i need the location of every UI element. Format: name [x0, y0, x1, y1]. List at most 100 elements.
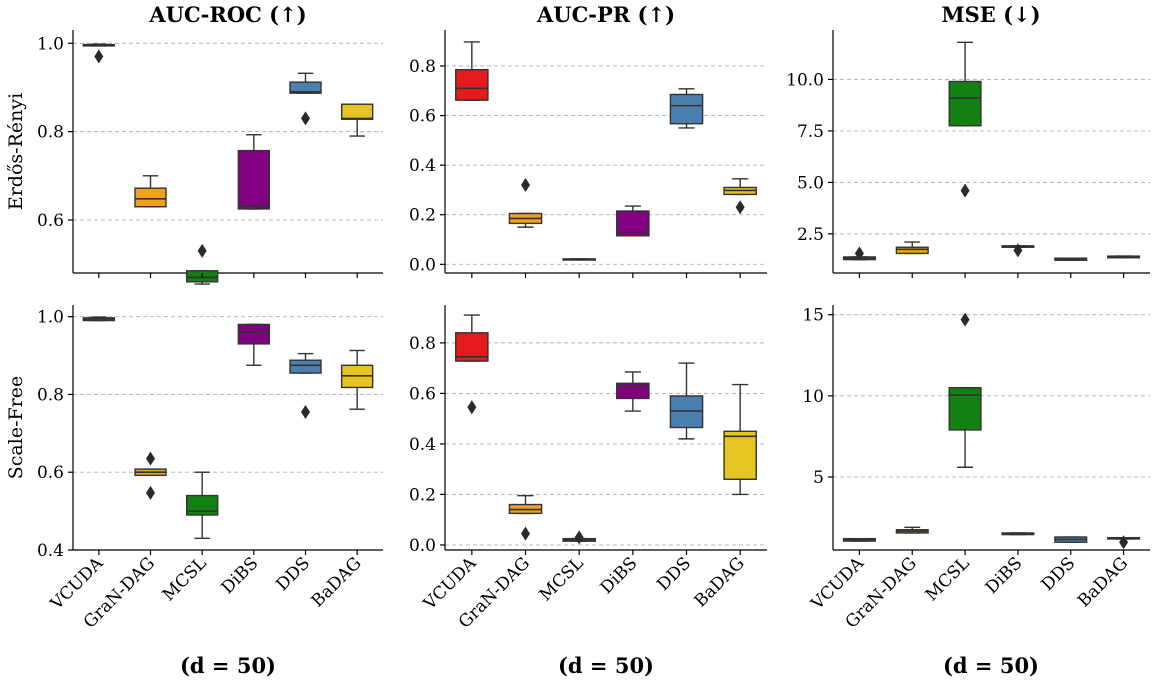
- x-tick-label: DiBS: [597, 553, 642, 598]
- y-tick-label: 15: [802, 306, 824, 326]
- column-footer: (d = 50): [558, 653, 654, 678]
- column-footer: (d = 50): [943, 653, 1039, 678]
- box-dibs: [237, 323, 271, 366]
- box-dibs: [616, 371, 650, 412]
- y-tick-label: 0.0: [409, 536, 436, 556]
- y-tick-label: 0.6: [37, 463, 64, 483]
- panel-er-aucroc: 0.6 0.8 1.0 AUC-ROC (↑) Erdős-Rényi: [5, 2, 383, 285]
- box-vcuda: [82, 316, 116, 322]
- column-footer: (d = 50): [180, 653, 276, 678]
- box-body: [723, 430, 757, 480]
- box-mcsl: [185, 243, 219, 285]
- box-gran-dag: [508, 494, 543, 541]
- panel-er-aucpr: 0.0 0.2 0.4 0.6 0.8 AUC-PR (↑): [409, 2, 767, 278]
- y-tick-label: 7.5: [797, 122, 824, 142]
- box-vcuda: [842, 537, 876, 542]
- box-mcsl: [948, 312, 982, 468]
- flier-point: [301, 404, 310, 419]
- column-title: MSE (↓): [941, 2, 1040, 27]
- y-tick-label: 10.0: [786, 70, 824, 90]
- box-body: [289, 359, 322, 374]
- flier-point: [467, 400, 477, 415]
- column-title: AUC-PR (↑): [536, 2, 675, 27]
- y-tick-label: 0.6: [37, 211, 64, 231]
- box-vcuda: [455, 314, 489, 415]
- y-tick-label: 5.0: [797, 173, 824, 193]
- box-dds: [1054, 257, 1088, 261]
- flier-point: [521, 526, 530, 541]
- box-mcsl: [185, 471, 219, 540]
- box-dibs: [237, 134, 271, 210]
- box-dds: [289, 352, 322, 419]
- box-body: [289, 81, 322, 94]
- box-vcuda: [455, 41, 489, 101]
- flier-point: [146, 485, 155, 500]
- box-body: [340, 103, 374, 120]
- box-body: [948, 80, 982, 127]
- box-body: [895, 246, 929, 255]
- y-tick-label: 0.6: [409, 384, 436, 404]
- flier-point: [94, 49, 104, 64]
- x-tick-label: MCSL: [922, 553, 974, 605]
- box-gran-dag: [895, 526, 929, 534]
- box-body: [134, 187, 167, 208]
- x-tick-label: DDS: [272, 553, 314, 595]
- x-tick-label: MCSL: [159, 553, 211, 605]
- y-tick-label: 0.2: [409, 206, 436, 226]
- y-tick-label: 0.6: [409, 107, 436, 127]
- x-tick-label: DDS: [1038, 553, 1080, 595]
- x-tick-label: BaDAG: [308, 553, 366, 611]
- x-tick-label: DiBS: [218, 553, 263, 598]
- box-body: [948, 387, 982, 431]
- box-dds: [289, 72, 322, 126]
- box-mcsl: [562, 258, 596, 261]
- x-tick-label: DDS: [653, 553, 695, 595]
- box-body: [237, 149, 271, 210]
- x-tick-label: BaDAG: [1074, 553, 1132, 611]
- row-label: Erdős-Rényi: [5, 93, 27, 210]
- y-tick-label: 0.8: [409, 334, 436, 354]
- y-tick-label: 0.8: [409, 57, 436, 77]
- box-dds: [669, 362, 704, 440]
- box-gran-dag: [508, 177, 543, 228]
- y-tick-label: 10: [802, 387, 824, 407]
- box-badag: [340, 349, 374, 410]
- box-vcuda: [82, 43, 116, 64]
- box-dds: [669, 88, 704, 129]
- box-badag: [1107, 535, 1141, 550]
- box-body: [616, 382, 650, 400]
- box-body: [616, 210, 650, 237]
- box-gran-dag: [134, 175, 167, 208]
- y-tick-label: 0.0: [409, 255, 436, 275]
- box-mcsl: [948, 41, 982, 198]
- box-gran-dag: [134, 451, 167, 500]
- flier-point: [735, 200, 745, 215]
- y-tick-label: 0.4: [409, 156, 436, 176]
- flier-point: [1119, 535, 1129, 550]
- box-dibs: [616, 205, 650, 237]
- box-mcsl: [562, 530, 596, 545]
- box-badag: [723, 178, 757, 215]
- row-label: Scale-Free: [5, 376, 27, 479]
- box-body: [185, 494, 219, 516]
- box-body: [455, 68, 489, 101]
- panel-er-mse: 2.5 5.0 7.5 10.0 MSE (↓): [786, 2, 1150, 278]
- flier-point: [197, 243, 207, 258]
- box-body: [669, 93, 704, 125]
- flier-point: [574, 530, 584, 545]
- box-badag: [723, 383, 757, 496]
- box-badag: [1107, 255, 1141, 259]
- x-tick-label: BaDAG: [691, 553, 749, 611]
- box-dds: [1054, 536, 1088, 543]
- x-tick-label: MCSL: [536, 553, 588, 605]
- box-dibs: [1001, 532, 1035, 536]
- flier-point: [854, 246, 864, 261]
- y-tick-label: 1.0: [37, 308, 64, 328]
- x-tick-label: DiBS: [982, 553, 1027, 598]
- flier-point: [1013, 243, 1023, 258]
- box-badag: [340, 103, 374, 137]
- y-tick-label: 0.2: [409, 485, 436, 505]
